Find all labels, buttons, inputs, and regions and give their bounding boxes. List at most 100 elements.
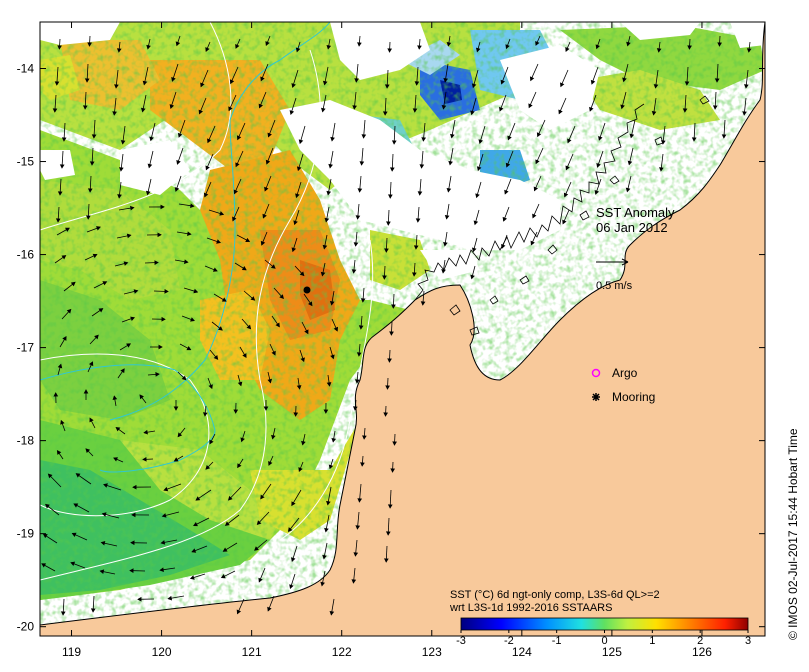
current-vector-head — [417, 191, 423, 196]
current-vector-head — [563, 192, 569, 198]
current-vector-head — [356, 352, 362, 357]
current-vector-head — [267, 378, 273, 384]
current-vector-head — [326, 190, 332, 196]
current-vector-head — [417, 45, 422, 50]
current-vector-head — [444, 214, 450, 220]
current-vector-head — [598, 135, 603, 141]
current-vector-head — [499, 106, 504, 112]
current-vector-head — [177, 132, 183, 138]
mooring-symbol — [592, 393, 600, 401]
current-vector-head — [746, 48, 752, 53]
current-vector-head — [41, 563, 47, 568]
current-vector-head — [57, 191, 63, 196]
x-tick-label: 124 — [512, 645, 532, 659]
current-vector-head — [558, 109, 563, 115]
current-vector-head — [331, 438, 337, 443]
current-vector-head — [387, 504, 393, 509]
current-vector-head — [478, 139, 484, 145]
current-vector-head — [62, 335, 67, 341]
current-vector-head — [158, 344, 163, 350]
current-vector-head — [323, 409, 329, 414]
current-vector-head — [260, 494, 265, 500]
current-vector-head — [263, 406, 269, 411]
x-tick-label: 125 — [602, 645, 622, 659]
current-vector-head — [228, 106, 233, 112]
current-vector-head — [414, 81, 420, 86]
current-vector-head — [222, 547, 228, 552]
current-vector-head — [476, 166, 482, 172]
current-vector-head — [565, 47, 570, 52]
current-vector-head — [70, 281, 76, 287]
x-tick-label: 121 — [242, 645, 262, 659]
current-vector-head — [471, 247, 477, 253]
current-vector-head — [270, 264, 276, 269]
current-vector-head — [258, 577, 263, 583]
current-vector-head — [595, 44, 601, 50]
current-vector-head — [264, 186, 269, 192]
current-vector-head — [120, 140, 126, 145]
current-vector-head — [329, 610, 335, 616]
y-tick-label: -20 — [17, 620, 35, 634]
current-vector-head — [321, 107, 326, 113]
y-tick-label: -15 — [17, 155, 35, 169]
current-vector-head — [353, 242, 359, 247]
current-vector-head — [258, 103, 263, 109]
current-vector-head — [353, 406, 358, 411]
current-vector-head — [387, 358, 392, 363]
current-vector-head — [298, 467, 303, 473]
current-vector-head — [120, 368, 125, 374]
current-vector-head — [45, 503, 50, 509]
current-vector-head — [131, 512, 136, 518]
current-vector-head — [161, 513, 167, 518]
current-vector-head — [471, 83, 477, 89]
current-vector-head — [187, 231, 192, 236]
current-vector-head — [415, 218, 421, 223]
current-vector-head — [360, 462, 365, 467]
current-vector-head — [660, 140, 666, 145]
current-vector-head — [291, 501, 296, 507]
current-vector-head — [353, 552, 359, 557]
current-vector-head — [130, 316, 136, 321]
current-vector-head — [89, 417, 94, 423]
current-vector-head — [254, 546, 259, 551]
current-vector-head — [164, 289, 169, 294]
current-vector-head — [361, 134, 367, 139]
current-vector-head — [91, 134, 97, 139]
current-vector-head — [507, 135, 512, 141]
current-vector-head — [420, 301, 426, 306]
colorbar-caption-line2: wrt L3S-1d 1992-2016 SSTAARS — [449, 602, 612, 614]
credit-text: © IMOS 02-Jul-2017 15:44 Hobart Time — [786, 428, 800, 640]
current-vector-head — [535, 41, 540, 46]
current-vector-head — [421, 137, 427, 142]
symbol-legend: Argo Mooring — [591, 366, 655, 404]
current-vector-head — [626, 41, 631, 47]
current-vector-head — [320, 581, 325, 587]
current-vector-head — [129, 568, 134, 574]
current-vector-head — [66, 308, 72, 314]
current-vector-head — [212, 267, 218, 272]
mooring-marker — [303, 286, 311, 294]
current-vector-head — [195, 496, 201, 501]
current-vector-head — [289, 584, 294, 590]
current-vector-head — [233, 409, 239, 414]
current-vector-head — [279, 294, 284, 300]
y-tick-label: -18 — [17, 434, 35, 448]
current-vector-head — [161, 316, 166, 322]
current-vector-head — [132, 484, 137, 490]
current-vector-head — [532, 213, 537, 219]
current-vector-head — [505, 44, 510, 50]
colorbar-tick-label: 0 — [601, 635, 607, 647]
current-vector-head — [220, 574, 226, 579]
current-vector-head — [167, 595, 173, 601]
current-vector-head — [229, 79, 235, 85]
current-vector-head — [112, 395, 118, 400]
current-vector-head — [89, 161, 95, 166]
current-vector-head — [656, 48, 662, 53]
current-vector-head — [73, 503, 79, 508]
current-vector-head — [324, 217, 330, 223]
current-vector-head — [355, 525, 361, 530]
current-vector-head — [149, 136, 154, 142]
current-vector-head — [333, 326, 339, 332]
current-vector-head — [267, 132, 272, 138]
current-vector-head — [75, 473, 81, 478]
